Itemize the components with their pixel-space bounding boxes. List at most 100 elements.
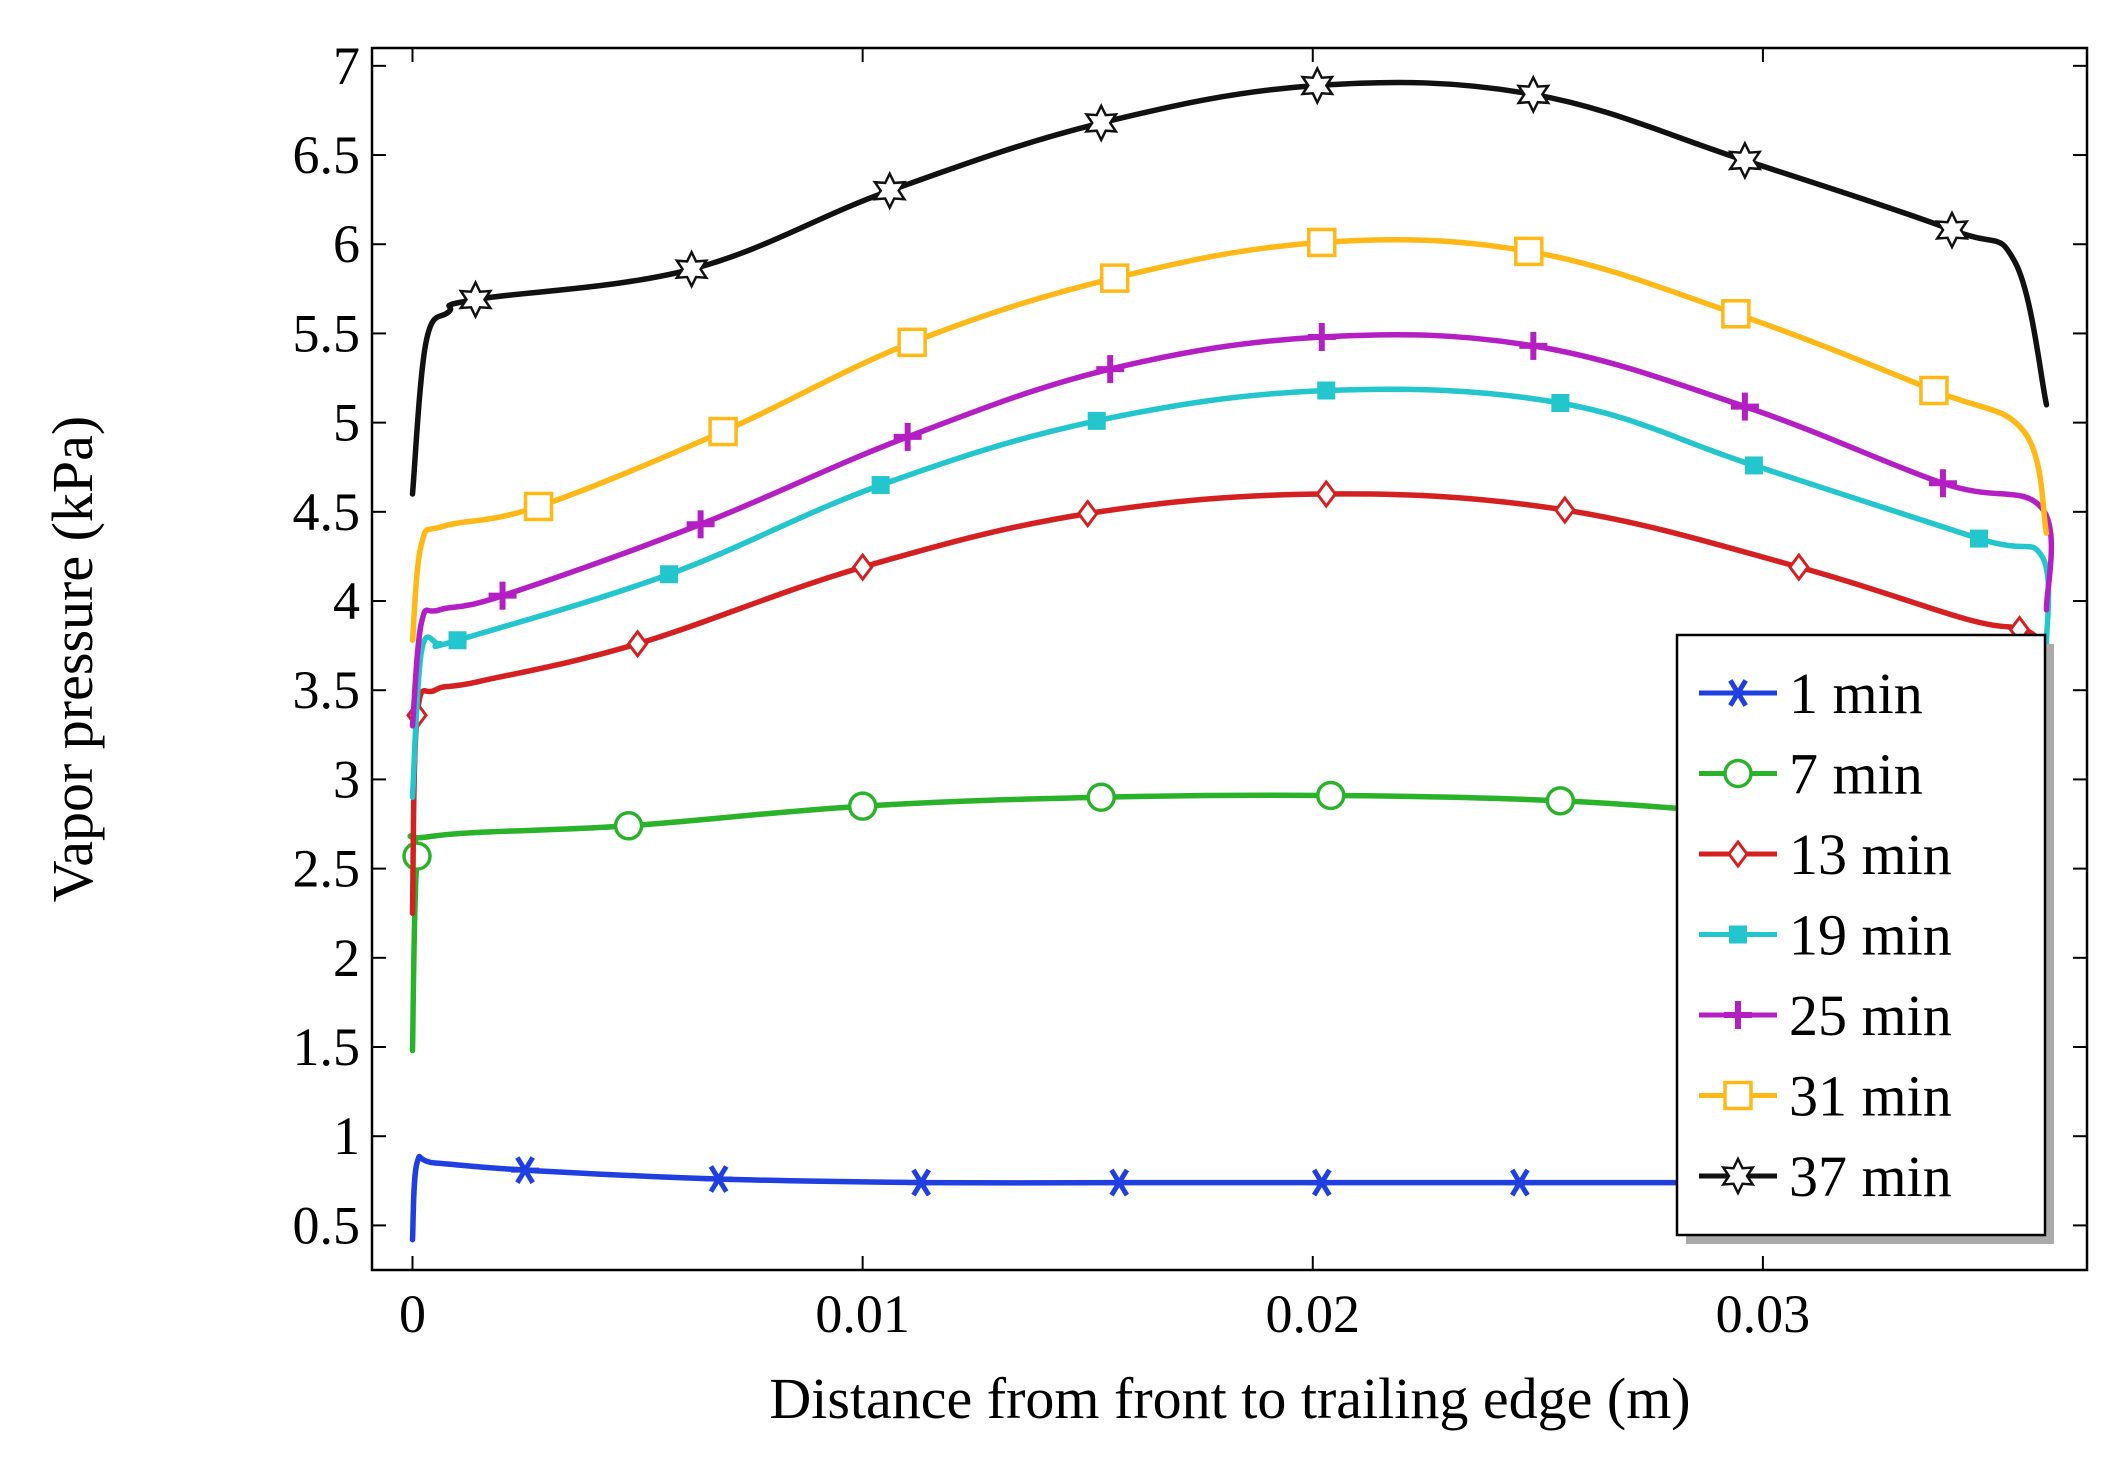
data-point xyxy=(488,581,517,610)
y-tick-label: 3.5 xyxy=(293,660,361,720)
series-line xyxy=(409,331,2055,729)
legend-marker xyxy=(1727,839,1749,869)
data-point xyxy=(1516,74,1551,115)
legend-item: 25 min xyxy=(1699,983,1952,1048)
legend-marker xyxy=(1729,925,1747,944)
legend-marker xyxy=(1724,679,1752,707)
y-tick-label: 5 xyxy=(333,393,360,453)
data-point xyxy=(1519,331,1548,360)
data-point xyxy=(1084,103,1119,143)
data-point xyxy=(1744,456,1763,475)
data-point xyxy=(1730,392,1759,421)
legend-label: 7 min xyxy=(1789,742,1923,807)
data-point xyxy=(1317,381,1336,400)
legend-marker xyxy=(1720,1156,1756,1196)
y-tick-label: 3 xyxy=(333,749,360,809)
data-point xyxy=(897,327,927,358)
data-point xyxy=(1300,65,1335,106)
legend-item: 31 min xyxy=(1699,1064,1952,1129)
data-point xyxy=(708,416,738,447)
y-tick-label: 1 xyxy=(333,1106,360,1166)
data-point xyxy=(674,249,709,290)
data-point xyxy=(1727,140,1763,181)
series-19-min xyxy=(409,381,2052,801)
y-tick-label: 4.5 xyxy=(293,482,361,542)
data-point xyxy=(1514,236,1544,267)
legend-marker xyxy=(1723,1080,1753,1111)
data-point xyxy=(704,1165,733,1193)
y-tick-label: 5.5 xyxy=(293,303,361,363)
legend-item: 1 min xyxy=(1699,661,1923,726)
y-tick-label: 1.5 xyxy=(293,1017,361,1077)
data-point xyxy=(1316,780,1346,811)
ticks-layer: 0 0.01 0.02 0.03 0.5 1 1.5 2 2.5 3 3.5 4 4.5 5 5.5 6 6.5… xyxy=(293,36,2087,1344)
y-tick-label: 2 xyxy=(333,928,360,988)
data-point xyxy=(1553,495,1576,525)
series-line xyxy=(409,386,2052,801)
data-point xyxy=(907,1168,936,1197)
data-point xyxy=(847,791,878,821)
legend-label: 1 min xyxy=(1789,661,1923,726)
data-point xyxy=(448,631,467,650)
data-point xyxy=(1099,263,1130,293)
y-tick-label: 4 xyxy=(333,571,360,631)
data-point xyxy=(402,841,432,871)
data-point xyxy=(626,629,649,659)
y-tick-label: 6.5 xyxy=(293,125,361,185)
data-point xyxy=(1307,227,1337,258)
data-point xyxy=(458,279,493,320)
series-line xyxy=(409,79,2050,497)
x-tick-label: 0.02 xyxy=(1266,1284,1361,1344)
series-31-min xyxy=(409,227,2050,644)
data-point xyxy=(1545,786,1576,816)
legend-label: 13 min xyxy=(1789,822,1952,887)
legend-item: 37 min xyxy=(1699,1144,1952,1209)
data-point xyxy=(1307,322,1336,351)
data-point xyxy=(1087,411,1106,430)
legend-label: 31 min xyxy=(1789,1064,1952,1129)
legend: 1 min 7 min 13 min 19 min 25 min 31 min 37 min xyxy=(1675,633,2054,1244)
data-point xyxy=(1105,1168,1134,1197)
data-point xyxy=(1076,499,1099,529)
data-point xyxy=(1551,394,1570,413)
data-point xyxy=(686,510,715,539)
legend-item: 19 min xyxy=(1699,903,1952,968)
data-point xyxy=(1505,1168,1534,1197)
data-point xyxy=(1721,299,1751,329)
data-point xyxy=(511,1156,540,1185)
data-point xyxy=(613,811,644,841)
data-point xyxy=(1928,469,1957,498)
series-37-min xyxy=(409,65,2050,497)
y-tick-label: 6 xyxy=(333,214,360,274)
y-tick-label: 2.5 xyxy=(293,839,361,899)
series-line xyxy=(409,236,2050,644)
legend-label: 37 min xyxy=(1789,1144,1952,1209)
data-point xyxy=(871,476,890,495)
legend-label: 25 min xyxy=(1789,983,1952,1048)
x-tick-label: 0.03 xyxy=(1716,1284,1811,1344)
plot-frame xyxy=(370,46,2089,1272)
x-tick-label: 0.01 xyxy=(815,1284,910,1344)
legend-marker xyxy=(1723,758,1753,789)
data-point xyxy=(1788,552,1810,582)
data-point xyxy=(1096,355,1125,384)
data-point xyxy=(893,422,922,451)
data-point xyxy=(1086,782,1116,813)
y-tick-label: 0.5 xyxy=(293,1195,361,1255)
legend-marker xyxy=(1724,1001,1752,1029)
y-axis-title: Vapor pressure (kPa) xyxy=(40,416,105,902)
legend-label: 19 min xyxy=(1789,903,1952,968)
data-point xyxy=(1307,1168,1336,1197)
data-point xyxy=(1934,210,1970,250)
x-tick-label: 0 xyxy=(399,1284,426,1344)
data-point xyxy=(872,170,907,211)
x-axis-title: Distance from front to trailing edge (m) xyxy=(769,1366,1690,1431)
series-25-min xyxy=(409,322,2055,729)
data-point xyxy=(851,552,874,582)
data-point xyxy=(1969,529,1988,548)
y-tick-label: 7 xyxy=(333,36,360,96)
data-point xyxy=(1919,375,1949,406)
data-point xyxy=(1315,479,1338,509)
data-point xyxy=(523,491,554,522)
